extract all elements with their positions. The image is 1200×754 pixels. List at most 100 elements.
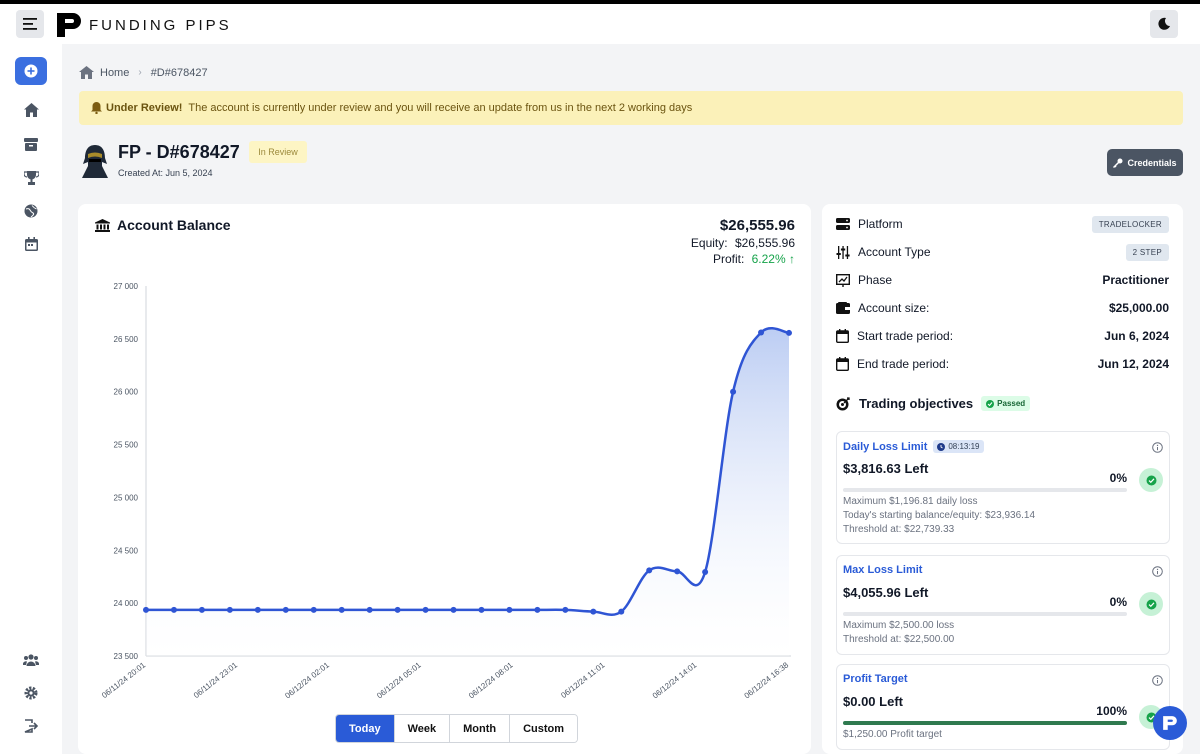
- trading-objectives-title: Trading objectives: [859, 396, 974, 411]
- sidebar-item-logout[interactable]: [15, 712, 47, 740]
- objective-remaining: $4,055.96 Left: [843, 585, 929, 600]
- users-icon: [23, 654, 39, 666]
- dark-mode-toggle[interactable]: [1150, 10, 1178, 38]
- objective-details: Maximum $1,196.81 daily loss Today's star…: [843, 495, 1035, 537]
- server-icon: [836, 218, 850, 230]
- info-icon[interactable]: [1152, 673, 1163, 691]
- range-button-week[interactable]: Week: [393, 715, 450, 742]
- chart-board-icon: [836, 273, 850, 287]
- objective-name: Daily Loss Limit 08:13:19: [843, 440, 984, 453]
- x-tick-label: 06/12/24 05:01: [375, 660, 423, 700]
- info-icon[interactable]: [1152, 440, 1163, 458]
- info-label: Start trade period:: [857, 329, 954, 343]
- balance-point: [786, 329, 792, 336]
- balance-area: [146, 328, 789, 656]
- sidebar-item-home[interactable]: [15, 96, 47, 124]
- trading-objectives-heading: Trading objectives Passed: [836, 396, 1031, 411]
- objective-details: Maximum $2,500.00 loss Threshold at: $22,…: [843, 619, 954, 647]
- balance-point: [394, 606, 401, 613]
- objective-percent: 100%: [1096, 704, 1127, 718]
- bell-icon: [91, 102, 102, 114]
- hamburger-icon: [23, 18, 37, 30]
- account-balance-title: Account Balance: [117, 217, 231, 233]
- funding-pips-logo-icon: [1163, 716, 1177, 730]
- objectives-status-label: Passed: [997, 399, 1026, 408]
- balance-point: [478, 606, 485, 613]
- countdown-timer: 08:13:19: [933, 440, 984, 453]
- equity-value: $26,555.96: [734, 236, 795, 250]
- sidebar-item-globe[interactable]: [15, 197, 47, 225]
- objective-detail-line: $1,250.00 Profit target: [843, 729, 942, 740]
- profit-readout: Profit: 6.22% ↑: [713, 252, 795, 266]
- countdown-value: 08:13:19: [948, 442, 980, 451]
- info-icon[interactable]: [1152, 564, 1163, 582]
- range-button-today[interactable]: Today: [336, 715, 394, 742]
- objective-detail-line: Threshold at: $22,500.00: [843, 634, 955, 645]
- check-circle-icon: [1139, 592, 1163, 616]
- equity-readout: Equity: $26,555.96: [691, 236, 795, 250]
- balance-point: [758, 329, 765, 336]
- sidebar-item-accounts[interactable]: [15, 130, 47, 158]
- wallet-icon: [836, 302, 850, 314]
- account-balance-heading: Account Balance: [95, 217, 231, 233]
- menu-toggle-button[interactable]: [16, 10, 44, 38]
- sidebar-item-calendar[interactable]: [15, 230, 47, 258]
- brand-name: FUNDING PIPS: [89, 16, 232, 34]
- account-info-card: Platform TRADELOCKER Account Type 2 STEP Pha…: [822, 204, 1183, 754]
- x-tick-label: 06/12/24 16:38: [743, 660, 791, 700]
- info-row-phase: Phase Practitioner: [836, 270, 1169, 290]
- balance-point: [198, 606, 205, 613]
- sidebar-item-settings[interactable]: [15, 679, 47, 707]
- sidebar-item-new-challenge[interactable]: [15, 57, 47, 85]
- sliders-icon: [836, 245, 850, 259]
- info-chip: 2 STEP: [1125, 243, 1169, 261]
- balance-point: [282, 606, 289, 613]
- objectives-status-badge: Passed: [981, 396, 1031, 411]
- balance-chart: 27 000 26 500 26 000 25 500 25 000 24 500 24 0…: [100, 282, 792, 700]
- support-chat-button[interactable]: [1153, 706, 1187, 740]
- credentials-button[interactable]: Credentials: [1107, 149, 1183, 176]
- objective-daily-loss-limit: Daily Loss Limit 08:13:19 $3,816.63 Left 0%…: [836, 431, 1170, 544]
- calendar-icon: [836, 357, 849, 371]
- brand-logo[interactable]: FUNDING PIPS: [55, 8, 232, 42]
- range-button-month[interactable]: Month: [449, 715, 510, 742]
- info-label: End trade period:: [857, 357, 950, 371]
- balance-point: [646, 567, 653, 574]
- info-value: Jun 12, 2024: [1097, 357, 1169, 371]
- credentials-button-label: Credentials: [1127, 157, 1177, 168]
- chevron-right-icon: ›: [138, 67, 142, 78]
- info-row-start-trade-period: Start trade period: Jun 6, 2024: [836, 326, 1169, 346]
- objective-percent: 0%: [1109, 595, 1127, 609]
- sidebar-item-leaderboard[interactable]: [15, 164, 47, 192]
- objective-max-loss-limit: Max Loss Limit $4,055.96 Left 0% Maximum $2…: [836, 555, 1170, 655]
- balance-point: [506, 606, 513, 613]
- objective-detail-line: Threshold at: $22,739.33: [843, 524, 955, 535]
- breadcrumb-home-link[interactable]: Home: [100, 66, 130, 79]
- arrow-up-icon: ↑: [789, 252, 795, 266]
- sidebar-item-affiliates[interactable]: [15, 646, 47, 674]
- info-label: Account size:: [858, 301, 930, 315]
- y-tick-label: 25 500: [114, 441, 139, 450]
- balance-point: [450, 606, 457, 613]
- check-circle-icon: [1139, 468, 1163, 492]
- info-row-platform: Platform TRADELOCKER: [836, 214, 1169, 234]
- equity-label: Equity:: [690, 236, 728, 250]
- info-row-end-trade-period: End trade period: Jun 12, 2024: [836, 354, 1169, 374]
- objective-detail-line: Maximum $2,500.00 loss: [843, 620, 955, 631]
- profit-label: Profit:: [712, 252, 745, 266]
- range-button-custom[interactable]: Custom: [509, 715, 578, 742]
- objective-detail-line: Maximum $1,196.81 daily loss: [843, 496, 978, 507]
- objective-percent: 0%: [1109, 471, 1127, 485]
- account-balance-card: Account Balance $26,555.96 Equity: $26,5…: [78, 204, 811, 754]
- balance-point: [170, 606, 177, 613]
- balance-amount: $26,555.96: [719, 217, 795, 234]
- balance-point: [674, 568, 681, 575]
- target-icon: [836, 397, 850, 411]
- objective-name: Max Loss Limit: [843, 564, 922, 576]
- x-tick-label: 06/12/24 08:01: [467, 660, 515, 700]
- objective-progress-bar: [843, 721, 1127, 725]
- breadcrumb-current: #D#678427: [150, 66, 208, 79]
- top-stripe: [0, 0, 1200, 4]
- info-label: Account Type: [858, 245, 931, 259]
- clock-icon: [937, 442, 946, 451]
